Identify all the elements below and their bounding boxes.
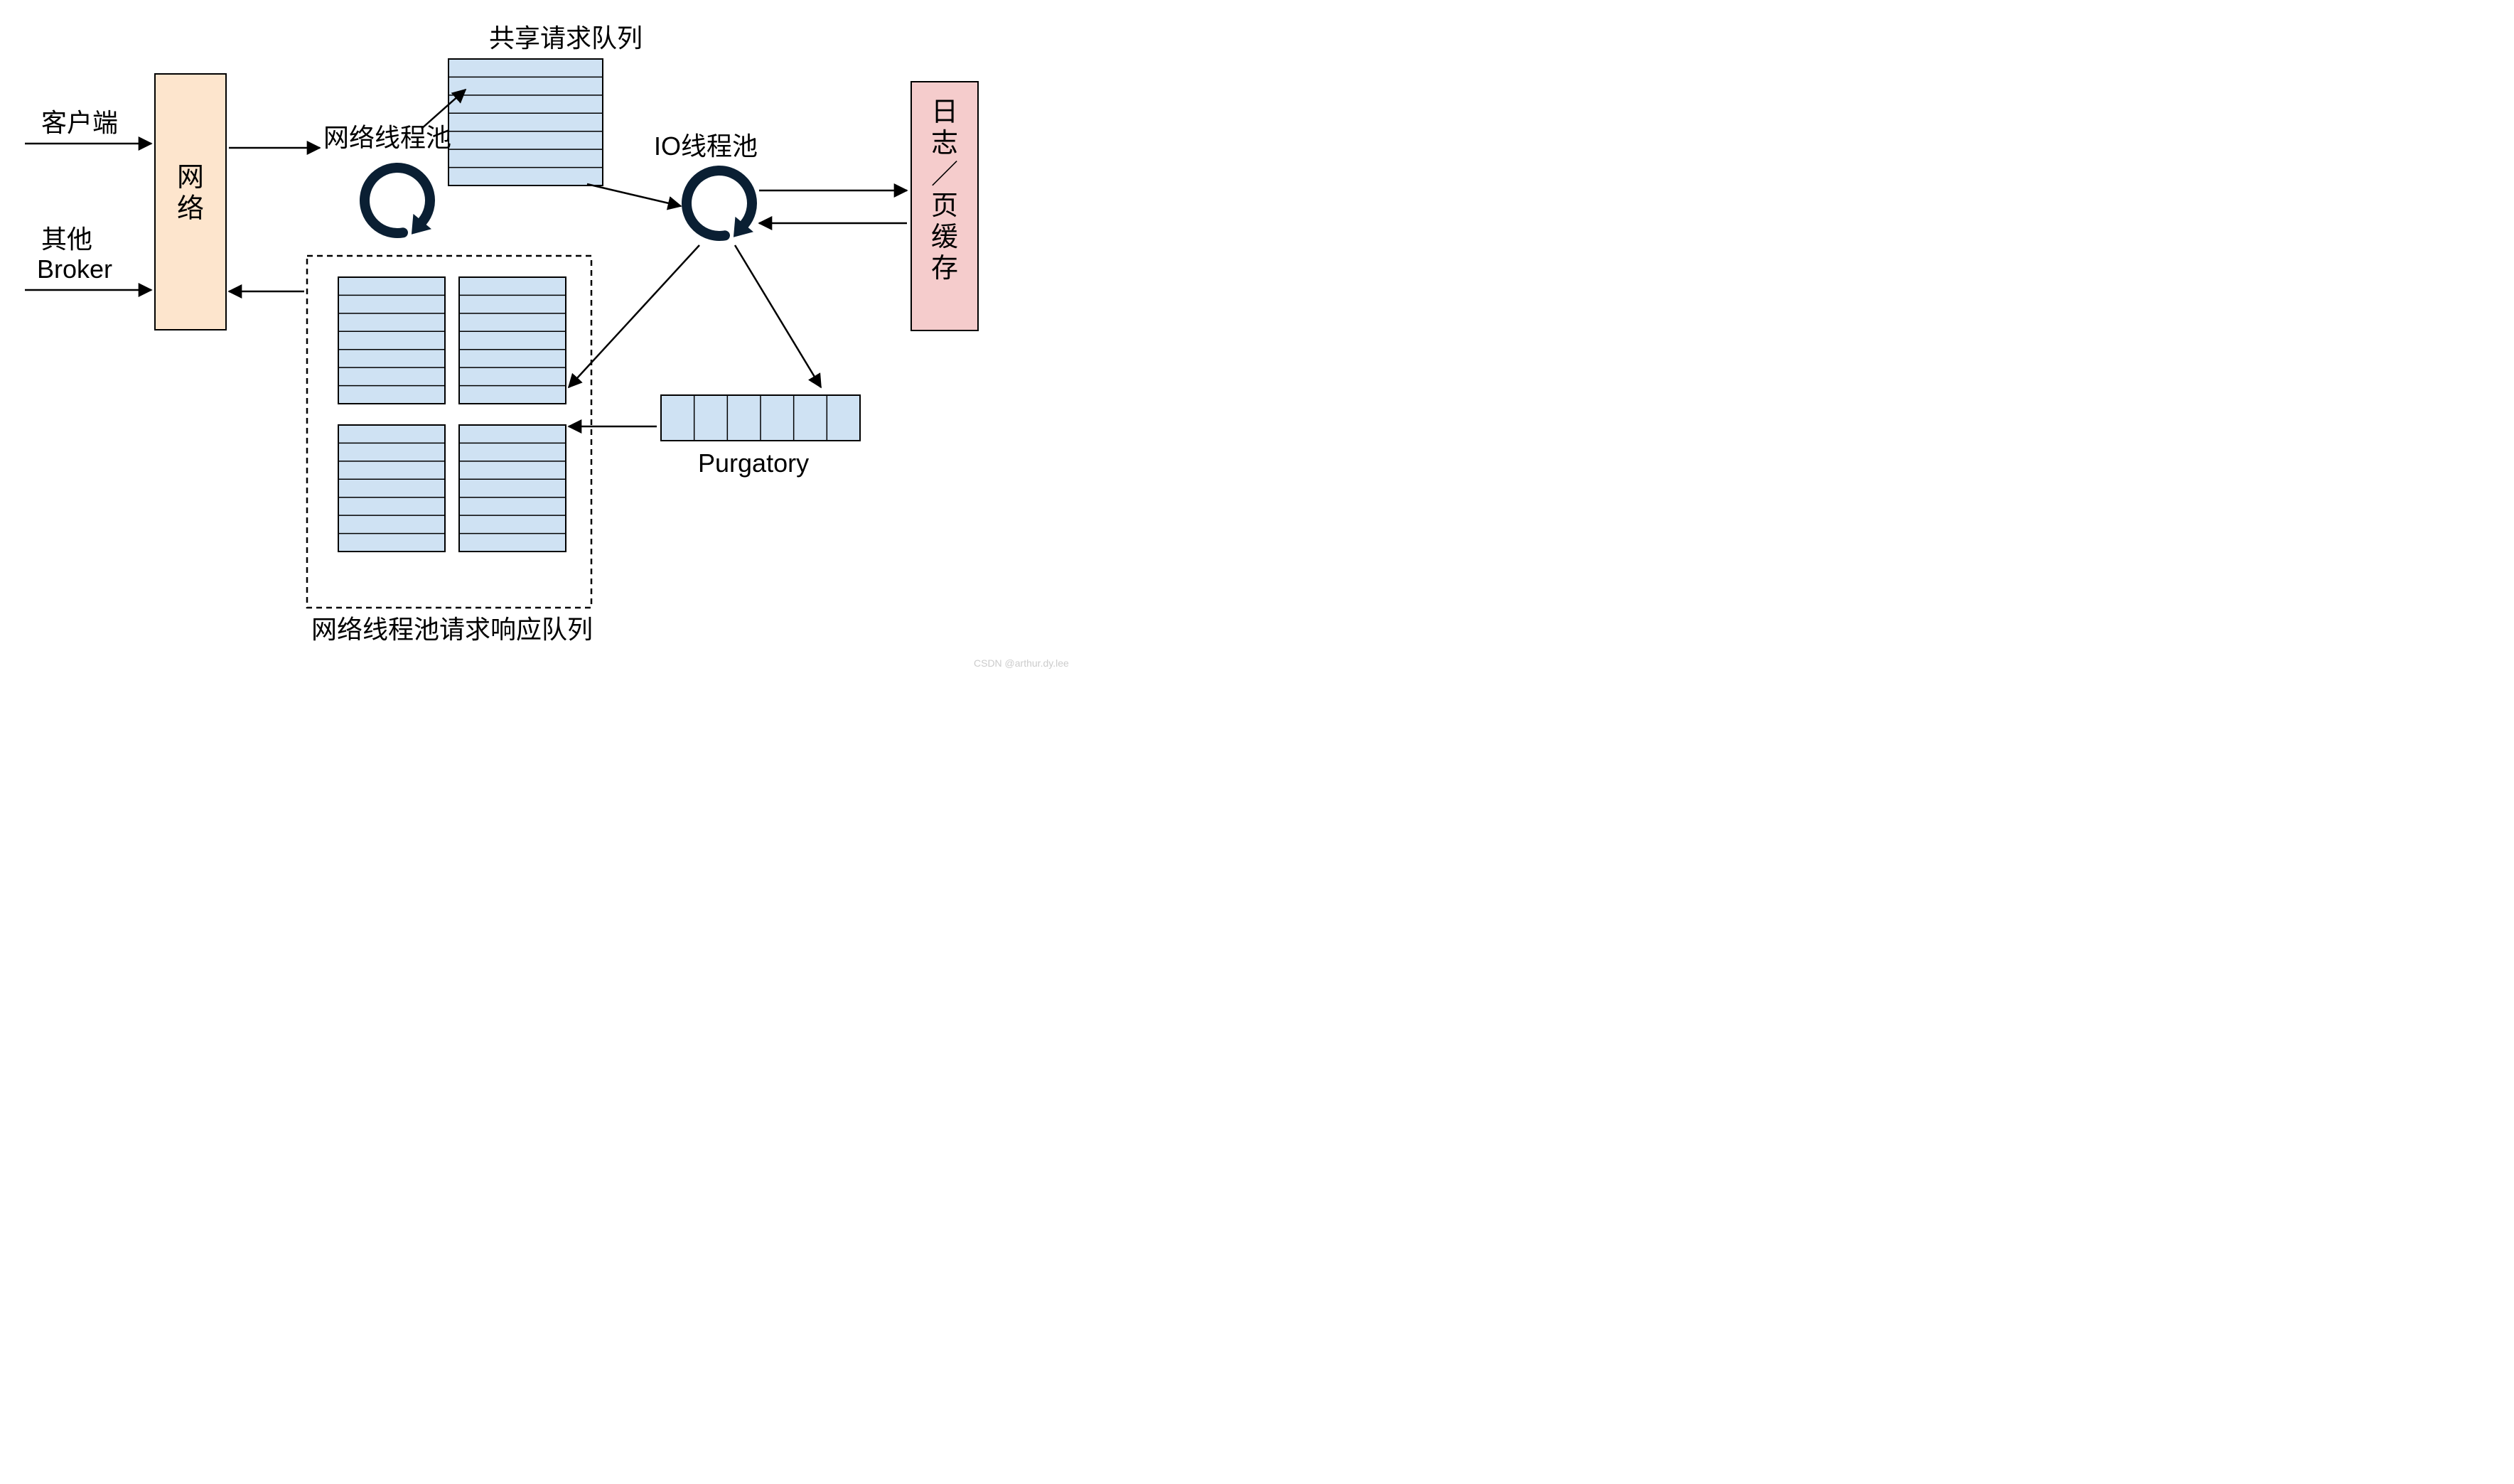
shared_queue-label: 共享请求队列 [489,23,643,53]
svg-text:缓: 缓 [931,222,958,252]
client-label: 客户端 [41,108,118,137]
svg-text:志: 志 [931,129,958,158]
io-pool-spinner-icon [687,171,753,237]
watermark-label: CSDN @arthur.dy.lee [974,657,1069,669]
svg-text:存: 存 [931,254,958,284]
arrow-shared-to-io [587,184,681,206]
other_broker_line2-label: Broker [37,254,112,284]
io_pool-label: IO线程池 [654,131,758,161]
arrow-io-to-purgatory [735,245,821,387]
svg-text:／: ／ [931,160,958,190]
purgatory-label: Purgatory [698,448,809,478]
svg-text:页: 页 [931,191,958,221]
response-queue-3 [338,425,445,552]
svg-text:络: 络 [177,194,204,224]
network_pool-label: 网络线程池 [323,123,451,152]
shared-request-queue [448,59,603,186]
svg-text:日: 日 [931,97,958,127]
other_broker_line1-label: 其他 [41,225,92,254]
response-queue-2 [459,277,566,404]
network-pool-spinner-icon [365,168,431,235]
purgatory-queue [661,395,860,441]
svg-text:网: 网 [177,163,204,193]
response-queue-1 [338,277,445,404]
arrow-io-to-response [569,245,699,387]
response-queue-4 [459,425,566,552]
response_queue-label: 网络线程池请求响应队列 [311,615,593,644]
